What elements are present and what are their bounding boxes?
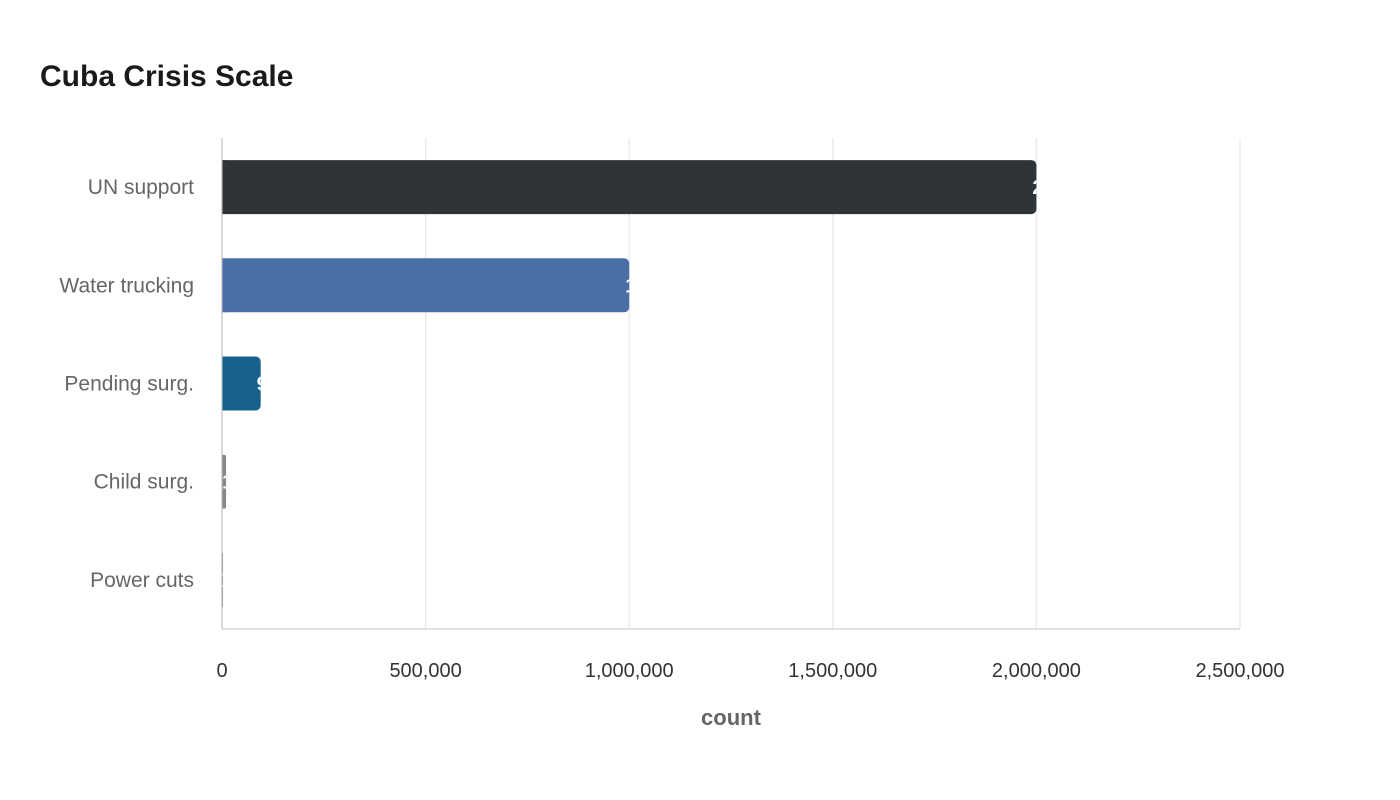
data-label: 10,000 [222, 472, 283, 494]
x-tick-label: 0 [216, 660, 227, 682]
bar-base [222, 258, 228, 313]
category-label: Child surg. [94, 471, 194, 494]
bar [222, 160, 1037, 215]
category-label: Pending surg. [64, 373, 194, 396]
bar-base [222, 160, 228, 215]
bar-layer: 2,000,000 1,000,000 95,000 10,000 1,000 [218, 160, 1121, 607]
data-label: 95,000 [257, 374, 318, 396]
data-label: 1,000,000 [625, 275, 714, 297]
x-tick-label: 500,000 [389, 660, 461, 682]
x-tick-label: 2,500,000 [1196, 660, 1285, 682]
category-label: UN support [88, 176, 194, 199]
axis-layer: 0 500,000 1,000,000 1,500,000 2,000,000 2,500… [59, 138, 1284, 682]
data-label: 2,000,000 [1032, 177, 1121, 199]
bar [222, 258, 630, 313]
chart-title: Cuba Crisis Scale [40, 60, 294, 93]
x-axis-title: count [701, 705, 762, 730]
bar [222, 454, 227, 509]
x-tick-label: 1,500,000 [788, 660, 877, 682]
category-label: Power cuts [90, 569, 194, 592]
data-label: 1,000 [218, 570, 268, 592]
category-label: Water trucking [59, 274, 194, 297]
bar-base [222, 356, 228, 411]
bar [222, 356, 261, 411]
x-tick-label: 2,000,000 [992, 660, 1081, 682]
x-tick-label: 1,000,000 [585, 660, 674, 682]
